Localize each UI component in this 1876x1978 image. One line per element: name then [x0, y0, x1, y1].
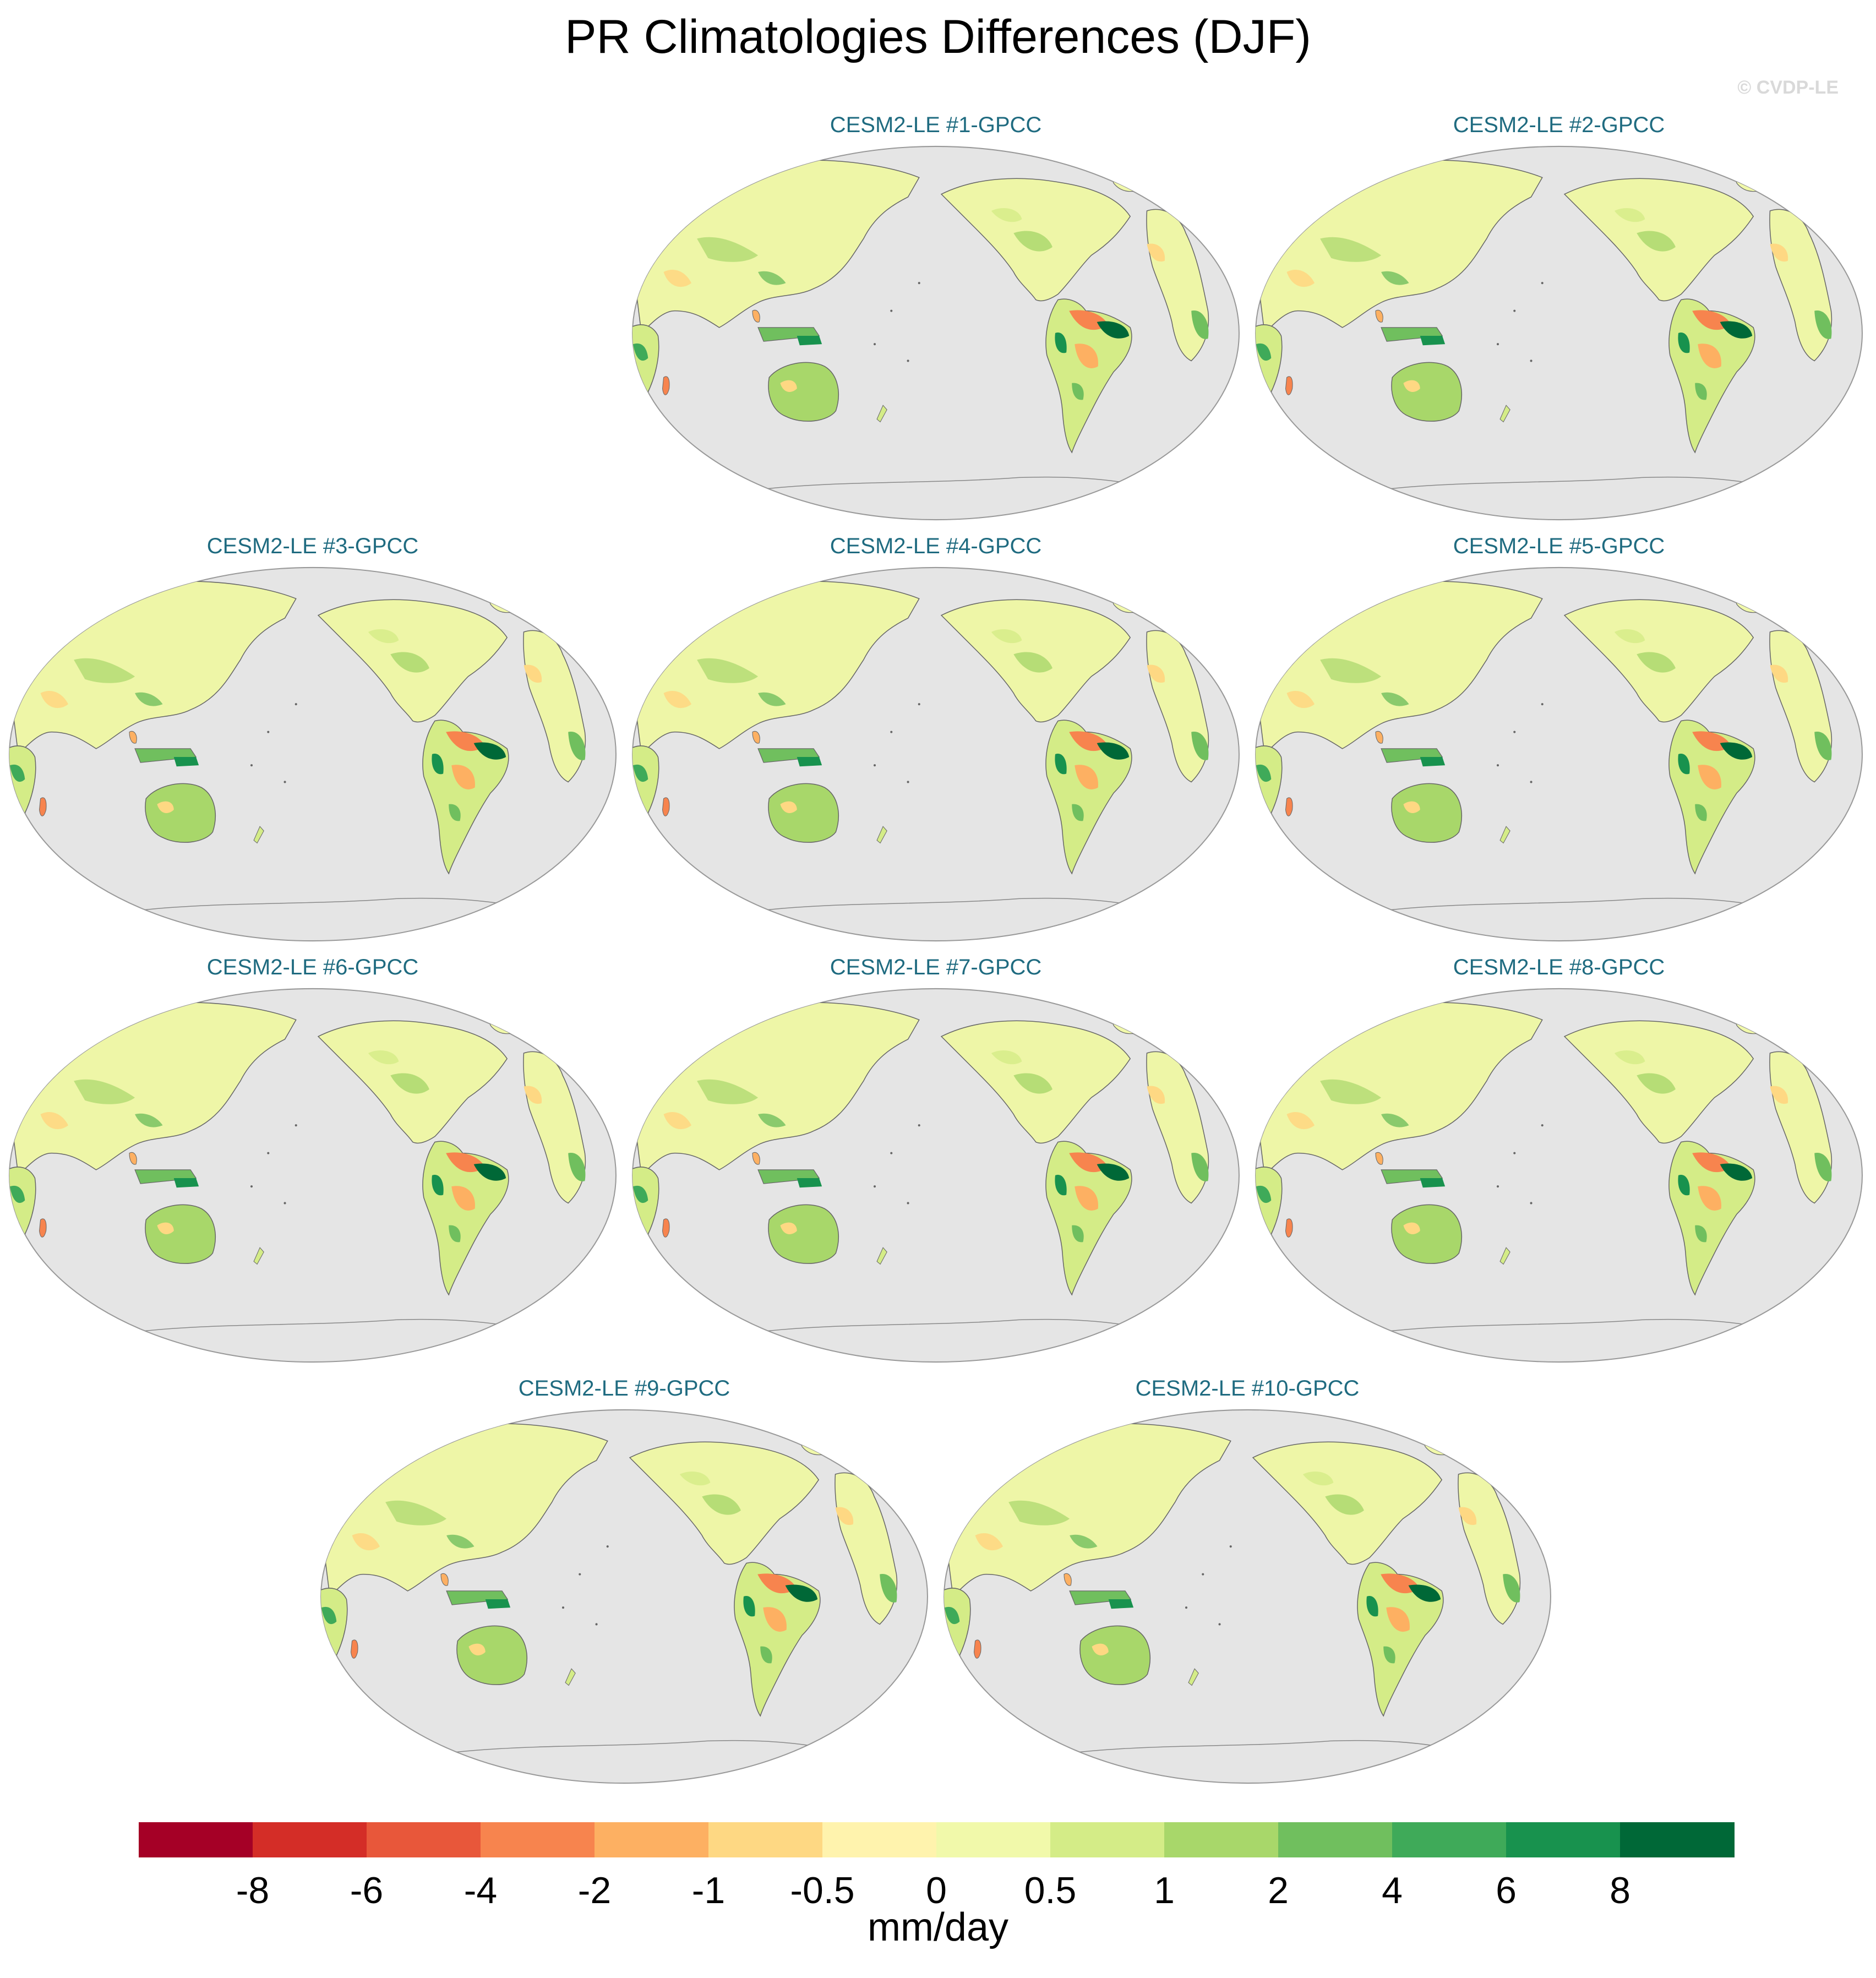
map-panel: CESM2-LE #10-GPCC [942, 1376, 1553, 1784]
panel-title: CESM2-LE #3-GPCC [206, 534, 419, 558]
panel-title: CESM2-LE #2-GPCC [1453, 113, 1665, 137]
colorbar-tick-label: 0.5 [1024, 1870, 1077, 1911]
colorbar-tick-label: 1 [1154, 1870, 1175, 1911]
colorbar-tick-label: -6 [350, 1870, 384, 1911]
map-panel: CESM2-LE #8-GPCC [1253, 955, 1864, 1363]
map-panel: CESM2-LE #9-GPCC [319, 1376, 930, 1784]
colorbar-swatch [1506, 1822, 1621, 1857]
colorbar-tick-label: 8 [1610, 1870, 1630, 1911]
colorbar-units: mm/day [867, 1905, 1009, 1949]
colorbar-swatch [708, 1822, 823, 1857]
panel-title: CESM2-LE #4-GPCC [830, 534, 1042, 558]
panel-title: CESM2-LE #9-GPCC [518, 1376, 730, 1401]
map-panel: CESM2-LE #6-GPCC [7, 955, 618, 1363]
colorbar-tick-label: -8 [236, 1870, 270, 1911]
colorbar-swatch [1392, 1822, 1507, 1857]
colorbar [139, 1822, 1735, 1857]
colorbar-tick-label: -4 [463, 1870, 498, 1911]
map-panel: CESM2-LE #2-GPCC [1253, 113, 1864, 521]
panel-title: CESM2-LE #10-GPCC [1135, 1376, 1360, 1401]
panel-title: CESM2-LE #5-GPCC [1453, 534, 1665, 558]
map-panel: CESM2-LE #5-GPCC [1253, 534, 1864, 942]
colorbar-swatch [481, 1822, 595, 1857]
panel-title: CESM2-LE #8-GPCC [1453, 955, 1665, 979]
map-panel: CESM2-LE #7-GPCC [630, 955, 1241, 1363]
colorbar-swatch [1620, 1822, 1735, 1857]
panel-title: CESM2-LE #1-GPCC [830, 113, 1042, 137]
colorbar-swatch [1164, 1822, 1279, 1857]
colorbar-tick-label: 2 [1268, 1870, 1289, 1911]
colorbar-swatch [936, 1822, 1051, 1857]
figure-title: PR Climatologies Differences (DJF) [565, 10, 1311, 63]
colorbar-swatch [139, 1822, 253, 1857]
colorbar-swatch [822, 1822, 937, 1857]
map-panel: CESM2-LE #1-GPCC [630, 113, 1241, 521]
colorbar-swatch [595, 1822, 709, 1857]
colorbar-tick-label: -1 [691, 1870, 726, 1911]
panel-title: CESM2-LE #6-GPCC [206, 955, 419, 979]
colorbar-swatch [1278, 1822, 1393, 1857]
colorbar-tick-label: 4 [1382, 1870, 1403, 1911]
colorbar-swatch [1050, 1822, 1165, 1857]
colorbar-swatch [367, 1822, 481, 1857]
colorbar-tick-label: -0.5 [790, 1870, 855, 1911]
panel-title: CESM2-LE #7-GPCC [830, 955, 1042, 979]
watermark: © CVDP-LE [1737, 77, 1839, 98]
map-panel: CESM2-LE #3-GPCC [7, 534, 618, 942]
colorbar-swatch [253, 1822, 367, 1857]
colorbar-tick-label: 6 [1496, 1870, 1517, 1911]
map-panel: CESM2-LE #4-GPCC [630, 534, 1241, 942]
colorbar-tick-label: -2 [577, 1870, 612, 1911]
colorbar-tick-label: 0 [926, 1870, 947, 1911]
